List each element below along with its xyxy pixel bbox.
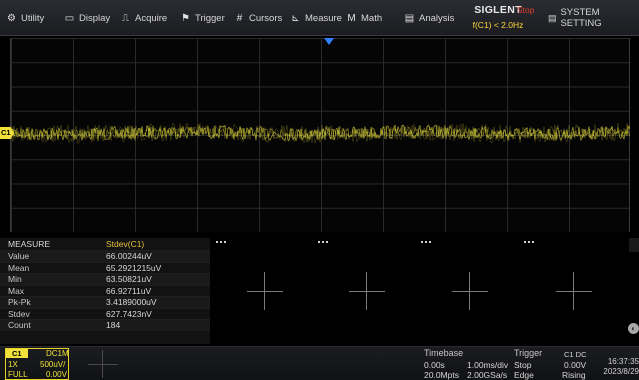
- run-state: Stop: [517, 5, 535, 15]
- channel-bandwidth: FULL: [8, 370, 28, 379]
- slot-handle-4[interactable]: [524, 241, 534, 244]
- system-settings-icon: ▤: [548, 12, 557, 23]
- system-settings-button[interactable]: ▤ SYSTEM SETTING: [548, 0, 639, 36]
- timebase-title[interactable]: Timebase: [424, 348, 464, 358]
- measure-row: Count 184: [0, 319, 210, 331]
- measure-row-value: 66.92711uV: [106, 285, 152, 296]
- measure-panel: MEASURE Stdev(C1) Value 66.00244uV Mean 65.…: [0, 238, 210, 344]
- menu-acquire[interactable]: ⎍ Acquire: [120, 0, 167, 36]
- trigger-level[interactable]: 0.00V: [564, 360, 587, 370]
- measure-row: Min 63.50821uV: [0, 273, 210, 285]
- menu-utility-label: Utility: [21, 12, 45, 24]
- slot-handle-3[interactable]: [421, 241, 431, 244]
- menu-trigger-label: Trigger: [195, 12, 225, 24]
- trigger-type[interactable]: Edge: [514, 370, 534, 380]
- slot-handle-1[interactable]: [216, 241, 226, 244]
- slot-handle-2[interactable]: [318, 241, 328, 244]
- measure-row-value: 65.2921215uV: [106, 262, 162, 273]
- clock: 16:37:35 2023/8/29: [596, 357, 639, 377]
- menu-display-label: Display: [79, 12, 111, 24]
- measure-title: MEASURE: [8, 239, 51, 249]
- trigger-position-marker[interactable]: [324, 38, 334, 45]
- measure-row-value: 627.7423nV: [106, 308, 152, 319]
- channel-coupling: DC1M: [46, 349, 69, 358]
- measure-source: Stdev(C1): [106, 239, 145, 249]
- menu-cursors[interactable]: # Cursors: [234, 0, 283, 36]
- measure-row: Max 66.92711uV: [0, 284, 210, 297]
- measure-row-label: Pk-Pk: [8, 297, 31, 307]
- measure-row-value: 184: [106, 320, 121, 330]
- collapse-round-icon[interactable]: ◐: [628, 323, 639, 334]
- menu-measure[interactable]: ⊾ Measure: [290, 0, 342, 36]
- trigger-slope[interactable]: Rising: [562, 370, 586, 380]
- frequency-counter: f(C1) < 2.0Hz: [472, 20, 524, 30]
- empty-slot-4[interactable]: [524, 250, 624, 340]
- panel-scroll-handle[interactable]: [629, 238, 639, 252]
- status-brand[interactable]: SIGLENT Stop f(C1) < 2.0Hz: [461, 4, 535, 34]
- measure-row-label: Stdev: [8, 308, 30, 319]
- add-channel-slot[interactable]: [78, 350, 128, 378]
- measure-row: Value 66.00244uV: [0, 250, 210, 262]
- menu-trigger[interactable]: ⚑ Trigger: [180, 0, 225, 36]
- clock-date: 2023/8/29: [603, 367, 639, 376]
- timebase-sample-rate: 2.00GSa/s: [467, 370, 508, 380]
- timebase-scale[interactable]: 1.00ms/div: [467, 360, 509, 370]
- cursors-icon: #: [236, 12, 243, 24]
- menu-analysis-label: Analysis: [419, 12, 455, 24]
- measure-row-label: Value: [8, 251, 30, 261]
- menu-acquire-label: Acquire: [135, 12, 168, 24]
- system-settings-label: SYSTEM SETTING: [560, 7, 602, 29]
- menu-display[interactable]: ▭ Display: [64, 0, 110, 36]
- analysis-icon: ▤: [404, 12, 415, 24]
- channel-c1-tag: C1: [6, 349, 28, 358]
- waveform-trace-line: [10, 126, 630, 140]
- measure-row-value: 3.4189000uV: [106, 297, 157, 307]
- trigger-mode[interactable]: Stop: [514, 360, 532, 370]
- channel-probe: 1X: [8, 360, 18, 369]
- waveform-grid[interactable]: [10, 38, 630, 232]
- channel-scale: 500uV/: [40, 360, 66, 369]
- measure-row: Mean 65.2921215uV: [0, 261, 210, 274]
- bottom-status-bar: [0, 346, 639, 380]
- timebase-delay[interactable]: 0.00s: [424, 360, 445, 370]
- empty-slot-2[interactable]: [317, 250, 417, 340]
- top-menu-bar: ⚙ Utility ▭ Display ⎍ Acquire ⚑ Trigger …: [0, 0, 639, 36]
- menu-utility[interactable]: ⚙ Utility: [6, 0, 44, 36]
- math-icon: M: [347, 12, 356, 24]
- waveform-trace-line: [10, 122, 630, 144]
- clock-time: 16:37:35: [607, 357, 639, 366]
- measure-row-label: Max: [8, 285, 25, 296]
- empty-slot-3[interactable]: [420, 250, 520, 340]
- channel-offset: 0.00V: [46, 370, 67, 379]
- measure-row-value: 63.50821uV: [106, 274, 152, 284]
- empty-slot-1[interactable]: [215, 250, 315, 340]
- trigger-flag-icon: ⚑: [181, 12, 190, 24]
- measure-row-label: Mean: [8, 262, 30, 273]
- trigger-source[interactable]: C1 DC: [564, 350, 587, 359]
- timebase-memory: 20.0Mpts: [424, 370, 459, 380]
- channel-offset-marker[interactable]: C1: [0, 127, 14, 139]
- measure-row-label: Count: [8, 320, 31, 330]
- measure-row: Stdev 627.7423nV: [0, 307, 210, 320]
- measure-icon: ⊾: [291, 12, 300, 24]
- trigger-title[interactable]: Trigger: [514, 348, 543, 358]
- menu-measure-label: Measure: [305, 12, 342, 24]
- measure-header[interactable]: MEASURE Stdev(C1): [0, 238, 210, 250]
- menu-math[interactable]: M Math: [346, 0, 382, 36]
- display-icon: ▭: [64, 12, 75, 24]
- utility-icon: ⚙: [7, 12, 16, 24]
- measure-row: Pk-Pk 3.4189000uV: [0, 296, 210, 308]
- menu-cursors-label: Cursors: [249, 12, 283, 24]
- brand-name: SIGLENT: [474, 4, 522, 16]
- measure-row-label: Min: [8, 274, 22, 284]
- menu-math-label: Math: [361, 12, 383, 24]
- measure-row-value: 66.00244uV: [106, 251, 152, 261]
- menu-analysis[interactable]: ▤ Analysis: [404, 0, 455, 36]
- acquire-icon: ⎍: [122, 12, 129, 24]
- waveform-trace: [10, 122, 630, 144]
